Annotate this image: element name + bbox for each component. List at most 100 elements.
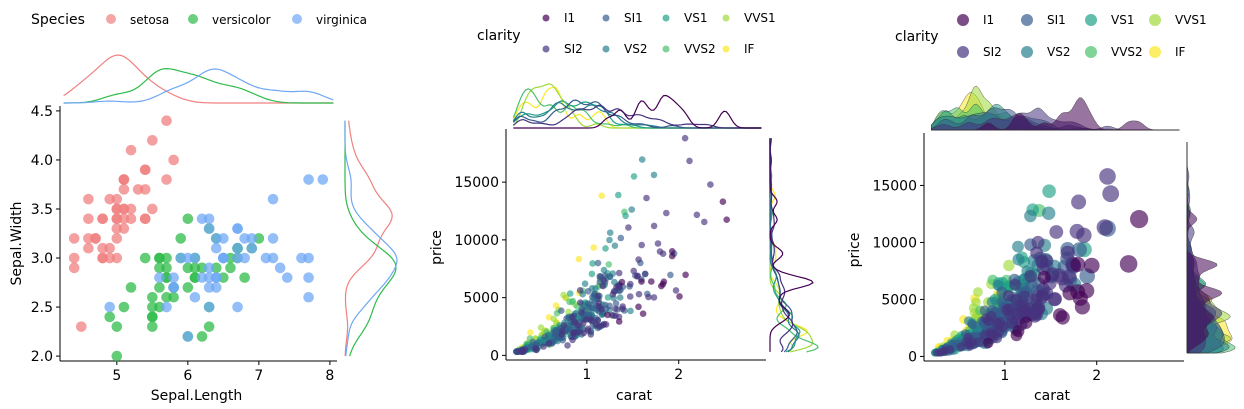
iris-point-setosa [118, 223, 130, 234]
diamonds2-point-SI2 [1099, 168, 1116, 185]
iris-point-virginica [189, 252, 201, 264]
diamonds1-point-VS1 [630, 173, 638, 180]
diamonds1-legend-marker-VS1 [662, 14, 670, 22]
iris-point-setosa [83, 193, 94, 205]
diamonds2-legend-label-VS1: VS1 [1111, 13, 1134, 27]
iris-y-tick-label: 4.0 [31, 153, 53, 169]
iris-point-setosa [147, 203, 158, 215]
diamonds1-point-VS2 [600, 266, 608, 274]
diamonds1-point-VS2 [581, 280, 589, 288]
iris-point-versicolor [182, 282, 194, 293]
diamonds1-legend-label-VS1: VS1 [684, 11, 707, 25]
diamonds1-point-SI1 [541, 333, 549, 341]
diamonds1-point-SI2 [519, 348, 526, 355]
iris-point-versicolor [139, 252, 151, 264]
diamonds2-x-tick-label: 1 [1000, 368, 1009, 384]
iris-point-virginica [210, 272, 222, 283]
diamonds1-right-density-VVS2 [769, 138, 819, 353]
diamonds1-point-SI1 [563, 315, 570, 322]
diamonds1-point-I1 [639, 310, 647, 318]
diamonds2-point-SI2 [1076, 227, 1092, 243]
diamonds1-point-SI2 [615, 313, 623, 321]
diamonds2-point-VS2 [1024, 209, 1037, 223]
iris-x-tick-label: 5 [112, 368, 121, 384]
diamonds1-point-SI2 [575, 328, 582, 336]
diamonds1-point-SI2 [707, 181, 714, 188]
diamonds1-point-SI2 [663, 209, 670, 217]
iris-x-tick-label: 6 [183, 368, 192, 384]
diamonds1-point-IF [590, 244, 597, 251]
iris-point-virginica [189, 291, 201, 303]
diamonds1-point-VS1 [589, 260, 596, 267]
iris-y-tick-label: 4.5 [31, 104, 53, 120]
diamonds1-point-SI2 [540, 343, 547, 350]
diamonds1-point-VS2 [606, 229, 614, 236]
iris-point-setosa [111, 233, 123, 244]
diamonds2-legend-label-VS2: VS2 [1047, 45, 1070, 59]
iris-point-setosa [147, 135, 158, 146]
diamonds2-point-I1 [1019, 316, 1033, 329]
diamonds1-y-tick-label: 10000 [454, 233, 499, 249]
iris-point-virginica [232, 223, 243, 234]
diamonds2-point-I1 [1130, 210, 1149, 229]
diamonds2-y-tick-label: 10000 [872, 235, 917, 251]
diamonds2-point-I1 [1055, 310, 1070, 325]
iris-right-density-virginica [344, 120, 398, 357]
iris-point-setosa [111, 193, 123, 205]
iris-point-virginica [203, 262, 215, 274]
iris-point-virginica [168, 282, 179, 293]
iris-point-setosa [139, 164, 151, 176]
diamonds2-point-SI2 [1024, 269, 1037, 283]
diamonds2-point-SI2 [986, 310, 997, 322]
iris-y-label: Sepal.Width [9, 202, 25, 286]
diamonds1-legend-marker-VVS1 [722, 14, 730, 22]
iris-legend-marker-virginica [292, 14, 302, 24]
diamonds1-x-tick-label: 2 [674, 367, 683, 383]
diamonds2-point-SI2 [994, 317, 1006, 328]
diamonds1-point-SI2 [599, 282, 607, 290]
diamonds1-top-density-SI2 [512, 104, 762, 129]
diamonds1-point-VS1 [615, 191, 622, 199]
diamonds1-legend-marker-SI2 [542, 45, 550, 53]
iris-point-setosa [68, 252, 80, 264]
diamonds1-y-label: price [429, 230, 445, 265]
iris-point-setosa [139, 213, 151, 225]
iris-point-virginica [267, 193, 279, 205]
diamonds1-point-SI2 [576, 287, 584, 294]
iris-point-versicolor [104, 311, 116, 323]
iris-point-versicolor [196, 331, 208, 342]
diamonds2-top-density-I1 [931, 97, 1180, 131]
diamonds2-point-SI2 [933, 348, 941, 357]
iris-point-virginica [303, 272, 314, 283]
diamonds1-point-I1 [658, 282, 665, 290]
diamonds1-legend-marker-SI1 [602, 14, 610, 22]
iris-point-setosa [83, 213, 94, 225]
diamonds1-point-SI2 [532, 344, 539, 352]
diamonds1-legend: clarity I1 SI1 VS1 VVS1 SI2 VS2 VVS2 IF [477, 11, 776, 56]
diamonds1-point-SI2 [615, 269, 623, 277]
diamonds2-legend-label-I1: I1 [983, 13, 994, 27]
iris-panel: Species setosa versicolor virginica 5 6 7 8 2.0 2… [9, 12, 398, 404]
diamonds1-point-SI2 [612, 305, 619, 313]
iris-point-versicolor [147, 291, 158, 303]
iris-point-virginica [232, 301, 243, 313]
diamonds2-point-SI2 [1002, 290, 1015, 302]
diamonds1-point-SI1 [585, 303, 593, 311]
iris-y-tick-label: 3.5 [31, 202, 53, 218]
iris-point-virginica [267, 252, 279, 264]
diamonds1-top-density-I1 [513, 94, 762, 129]
diamonds1-point-VS1 [602, 245, 609, 252]
diamonds1-point-SI2 [568, 313, 576, 321]
diamonds2-point-SI2 [1096, 219, 1114, 236]
diamonds1-point-SI2 [693, 211, 701, 219]
diamonds2-legend-marker-SI2 [957, 46, 969, 58]
diamonds2-legend-label-SI1: SI1 [1047, 13, 1066, 27]
diamonds1-point-SI2 [577, 299, 584, 306]
diamonds1-point-SI2 [626, 293, 634, 300]
diamonds1-point-SI2 [569, 336, 576, 344]
diamonds1-point-VS2 [628, 206, 635, 213]
iris-point-versicolor [154, 282, 165, 293]
iris-point-setosa [97, 213, 108, 225]
diamonds1-point-VVS2 [605, 261, 613, 268]
iris-point-virginica [281, 272, 293, 283]
